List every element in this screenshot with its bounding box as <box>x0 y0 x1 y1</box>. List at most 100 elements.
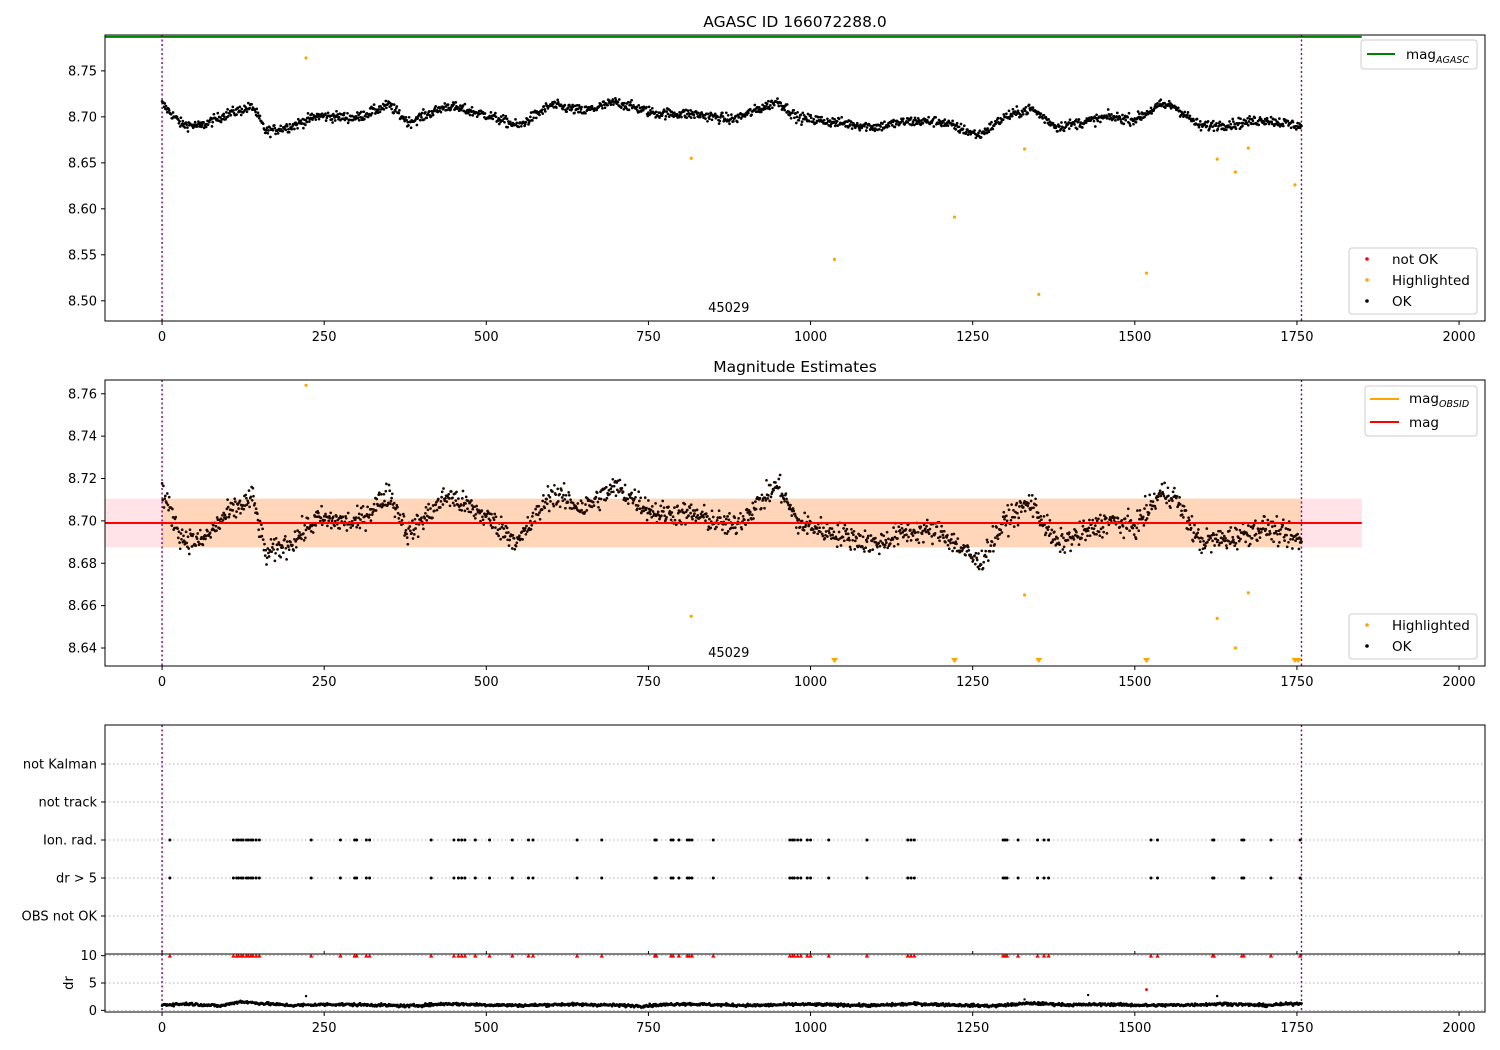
ok-point <box>700 510 704 514</box>
ok-point <box>1138 517 1141 521</box>
ok-point <box>971 558 975 562</box>
ok-point <box>783 499 786 503</box>
ok-point <box>1165 501 1168 505</box>
ok-point <box>255 107 259 111</box>
category-label: OBS not OK <box>22 910 98 925</box>
ok-point <box>497 534 500 538</box>
ok-point <box>197 540 200 544</box>
ok-point <box>187 547 191 550</box>
ok-point <box>1253 116 1257 120</box>
ok-point <box>881 122 884 125</box>
ok-point <box>576 107 580 111</box>
ok-point <box>1143 115 1146 119</box>
y-tick-label: 8.66 <box>68 599 97 614</box>
ok-point <box>470 105 474 109</box>
ok-point <box>1162 494 1166 498</box>
ok-point <box>508 538 512 542</box>
ok-point <box>1300 124 1303 128</box>
ok-point <box>996 116 1000 120</box>
highlighted-point <box>1233 170 1237 174</box>
ok-point <box>569 498 572 502</box>
ok-point <box>613 100 617 104</box>
ok-point <box>316 115 320 119</box>
flag-point <box>827 876 831 880</box>
ok-point <box>964 130 968 134</box>
flag-point <box>1016 838 1020 842</box>
ok-point <box>636 507 639 511</box>
ok-point <box>1133 524 1137 527</box>
ok-point <box>314 118 318 121</box>
ok-point <box>765 102 769 106</box>
ok-point <box>1185 113 1189 117</box>
ok-point <box>1274 529 1278 533</box>
ok-point <box>260 534 264 538</box>
ok-point <box>996 537 1000 541</box>
ok-point <box>287 545 290 549</box>
ok-point <box>346 121 350 125</box>
ok-point <box>1007 508 1011 512</box>
ok-point <box>673 506 676 509</box>
legend-label-highlighted: Highlighted <box>1392 618 1470 634</box>
ok-point <box>883 545 886 549</box>
ok-point <box>1178 502 1182 506</box>
ok-point <box>304 536 307 540</box>
ok-point <box>1107 523 1111 527</box>
ok-point <box>163 102 167 105</box>
ok-point <box>1209 550 1213 554</box>
ok-point <box>1241 124 1244 128</box>
ok-point <box>561 107 565 111</box>
ok-point <box>911 534 915 537</box>
ok-point <box>285 558 288 561</box>
ok-point <box>1027 103 1031 107</box>
ok-point <box>1029 499 1033 503</box>
ok-point <box>748 510 752 514</box>
ok-point <box>866 536 869 540</box>
ok-point <box>879 539 882 543</box>
ok-point <box>350 519 354 523</box>
ok-point <box>892 526 895 529</box>
ok-point <box>221 117 225 121</box>
ok-point <box>785 497 788 501</box>
ok-point <box>324 512 327 516</box>
flag-point <box>452 838 456 842</box>
ok-point <box>1217 529 1220 533</box>
ok-point <box>166 503 170 507</box>
ok-point <box>174 515 178 519</box>
ok-point <box>438 506 442 509</box>
ok-point <box>221 518 225 522</box>
ok-point <box>645 518 649 522</box>
ok-point <box>879 125 882 128</box>
ok-point <box>885 541 888 544</box>
ok-point <box>420 516 423 520</box>
ok-point <box>643 506 646 510</box>
ok-point <box>449 490 453 493</box>
ok-point <box>793 116 796 120</box>
ok-point <box>377 491 381 495</box>
ok-point <box>748 107 752 111</box>
ok-point <box>601 106 604 110</box>
ok-point <box>709 526 713 530</box>
flag-point <box>690 838 694 842</box>
ok-point <box>663 514 667 518</box>
ok-point <box>269 135 272 139</box>
ok-point <box>894 122 898 126</box>
ok-point <box>877 552 881 556</box>
ok-point <box>619 106 623 109</box>
ok-point <box>167 508 170 512</box>
ok-point <box>763 496 767 500</box>
ok-point <box>261 538 265 541</box>
ok-point <box>1167 99 1171 103</box>
legend-marker-highlighted <box>1365 278 1369 282</box>
flag-point <box>1016 876 1020 880</box>
ok-point <box>777 477 781 481</box>
ok-point <box>285 124 289 128</box>
ok-point <box>1042 515 1046 518</box>
ok-point <box>475 115 479 119</box>
ok-point <box>198 528 202 532</box>
ok-point <box>924 530 928 534</box>
ok-point <box>882 534 886 538</box>
ok-point <box>1136 110 1140 113</box>
ok-point <box>447 492 451 496</box>
ok-point <box>1163 481 1166 485</box>
ok-point <box>524 120 528 124</box>
